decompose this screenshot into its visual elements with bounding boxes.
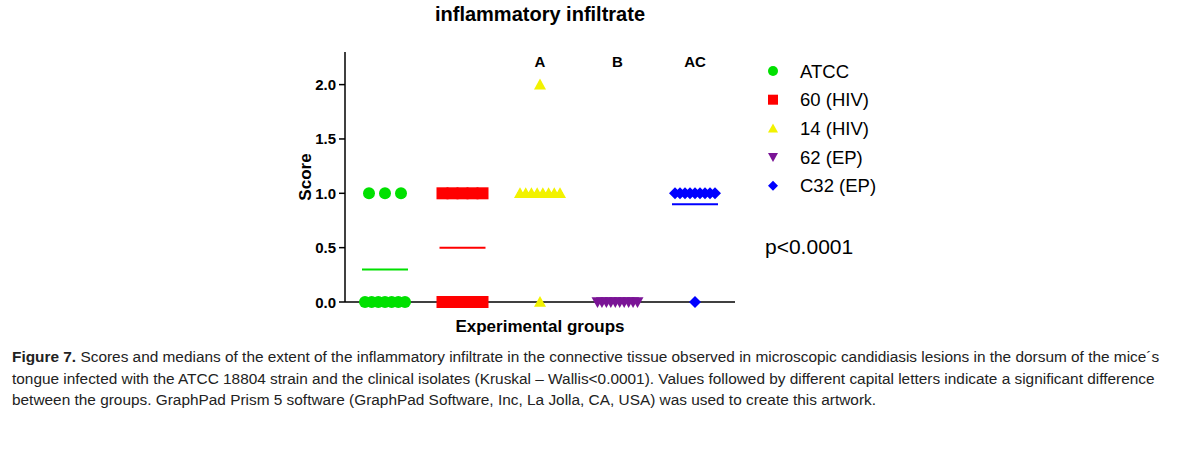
legend-marker bbox=[768, 181, 778, 191]
caption: Figure 7. Scores and medians of the exte… bbox=[12, 346, 1190, 411]
group-letter: AC bbox=[684, 53, 706, 70]
y-axis-label: Score bbox=[296, 153, 315, 200]
y-tick-label: 0.5 bbox=[315, 239, 336, 256]
point bbox=[363, 187, 375, 199]
median-line bbox=[517, 192, 563, 194]
point bbox=[395, 187, 407, 199]
group-letter: B bbox=[612, 53, 623, 70]
y-tick-label: 0.0 bbox=[315, 294, 336, 311]
plot-area bbox=[359, 79, 721, 308]
legend-marker bbox=[768, 95, 778, 105]
y-tick-label: 1.5 bbox=[315, 130, 336, 147]
median-line bbox=[440, 247, 486, 249]
y-tick-label: 2.0 bbox=[315, 76, 336, 93]
point bbox=[534, 79, 546, 90]
y-tick bbox=[339, 193, 345, 195]
median-line bbox=[595, 301, 641, 303]
legend-label: 14 (HIV) bbox=[800, 118, 869, 139]
y-axis bbox=[344, 52, 346, 302]
legend-marker bbox=[768, 66, 778, 76]
median-line bbox=[362, 268, 408, 270]
legend-marker bbox=[768, 153, 778, 162]
point bbox=[709, 187, 721, 199]
legend-label: 62 (EP) bbox=[800, 147, 863, 168]
y-tick bbox=[339, 247, 345, 249]
group-letter: A bbox=[535, 53, 546, 70]
point bbox=[534, 296, 546, 307]
y-tick-label: 1.0 bbox=[315, 185, 336, 202]
point bbox=[477, 187, 489, 199]
point bbox=[399, 296, 411, 308]
annotation: p<0.0001 bbox=[765, 235, 853, 258]
y-tick bbox=[339, 301, 345, 303]
caption-label: Figure 7. bbox=[12, 348, 76, 365]
y-tick bbox=[339, 84, 345, 86]
x-axis-label: Experimental groups bbox=[455, 317, 624, 336]
legend-label: C32 (EP) bbox=[800, 175, 876, 196]
legend-marker bbox=[768, 123, 778, 132]
point bbox=[379, 187, 391, 199]
legend-label: ATCC bbox=[800, 61, 849, 82]
chart: inflammatory infiltrate 0.0 0.5 1.0 1.5 2.0 Sc… bbox=[0, 0, 1197, 340]
legend-label: 60 (HIV) bbox=[800, 89, 869, 110]
point bbox=[689, 296, 701, 308]
median-line bbox=[672, 203, 718, 205]
point bbox=[477, 296, 489, 308]
title: inflammatory infiltrate bbox=[435, 3, 645, 25]
y-tick bbox=[339, 138, 345, 140]
caption-text: Scores and medians of the extent of the … bbox=[12, 348, 1159, 408]
